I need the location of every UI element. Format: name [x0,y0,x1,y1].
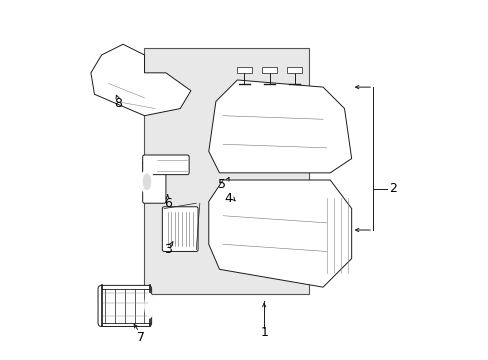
Circle shape [163,85,175,96]
Ellipse shape [143,174,151,190]
FancyBboxPatch shape [142,160,165,203]
Text: 2: 2 [388,183,396,195]
Circle shape [99,59,111,72]
Ellipse shape [144,293,153,318]
Text: 8: 8 [113,97,122,110]
FancyBboxPatch shape [144,48,308,294]
Polygon shape [208,180,351,287]
Text: 1: 1 [260,327,267,339]
Text: 3: 3 [163,243,171,256]
Polygon shape [91,44,190,116]
Text: 4: 4 [224,192,232,205]
FancyBboxPatch shape [262,67,276,73]
FancyBboxPatch shape [142,155,189,175]
FancyBboxPatch shape [98,285,151,327]
Text: 6: 6 [163,197,171,210]
Text: 5: 5 [218,178,226,191]
FancyBboxPatch shape [162,207,198,251]
Ellipse shape [140,170,153,193]
FancyBboxPatch shape [287,67,301,73]
FancyBboxPatch shape [237,67,251,73]
Text: 7: 7 [137,332,144,345]
Polygon shape [208,80,351,173]
